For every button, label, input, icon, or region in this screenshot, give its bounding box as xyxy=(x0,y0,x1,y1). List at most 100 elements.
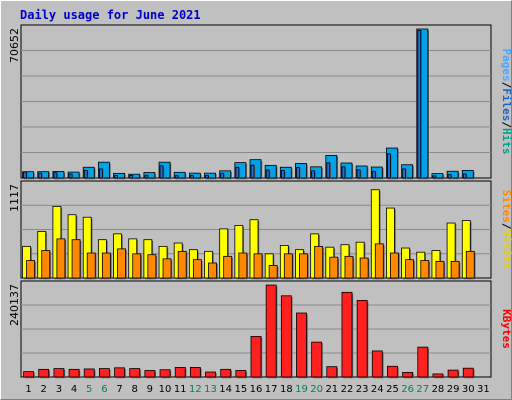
bar-fill xyxy=(264,164,277,179)
bar-fill xyxy=(462,367,474,378)
bar-fill xyxy=(114,175,118,179)
bar-fill xyxy=(56,238,66,279)
bar-fill xyxy=(265,169,270,179)
bar-fill xyxy=(387,153,391,179)
bar-fill xyxy=(188,172,201,179)
bar-fill xyxy=(132,253,142,279)
x-label-day-23: 23 xyxy=(356,384,369,395)
bar-fill xyxy=(279,166,292,179)
bar-fill xyxy=(283,253,293,279)
bar-fill xyxy=(101,252,111,279)
x-label-day-25: 25 xyxy=(386,384,399,395)
bar-fill xyxy=(41,250,51,279)
sites-bar-day-4 xyxy=(71,239,82,280)
bar-fill xyxy=(220,172,225,179)
kbytes-bar-day-7 xyxy=(114,367,126,379)
bar-fill xyxy=(23,371,34,378)
legend-hits: Hits xyxy=(500,128,512,155)
bar-fill xyxy=(205,175,209,179)
bar-fill xyxy=(311,341,323,378)
hits-bar-day-9 xyxy=(143,172,157,180)
bar-fill xyxy=(405,259,415,279)
bar-fill xyxy=(268,265,278,279)
x-label-day-15: 15 xyxy=(234,384,247,395)
pages-bar-day-7 xyxy=(114,175,119,180)
bar-fill xyxy=(341,291,353,378)
bar-fill xyxy=(22,171,34,179)
bar-fill xyxy=(344,255,354,279)
bar-fill xyxy=(311,170,316,179)
sites-bar-day-15 xyxy=(238,252,249,280)
bar-fill xyxy=(98,168,103,179)
pages-bar-day-3 xyxy=(53,172,59,180)
bar-fill xyxy=(340,162,353,179)
pages-bar-day-22 xyxy=(341,166,347,180)
legend-visits: Visits xyxy=(500,230,512,270)
bar-fill xyxy=(280,170,285,179)
bar-fill xyxy=(417,346,429,378)
hits-bar-day-17 xyxy=(264,164,278,180)
sites-bar-day-28 xyxy=(435,260,446,280)
pages-bar-day-1 xyxy=(23,171,28,180)
sites-bar-day-6 xyxy=(101,252,112,280)
pages-bar-day-13 xyxy=(205,175,210,180)
kbytes-bar-day-13 xyxy=(205,371,217,379)
x-label-day-2: 2 xyxy=(41,384,47,395)
sites-bar-day-18 xyxy=(283,253,294,280)
hits-bar-day-3 xyxy=(52,171,66,180)
pages-bar-day-27 xyxy=(417,29,422,180)
x-label-day-31: 31 xyxy=(477,384,490,395)
hits-bar-day-6 xyxy=(97,161,111,180)
bar-fill xyxy=(310,166,323,179)
pages-bar-day-4 xyxy=(68,173,74,180)
bar-fill xyxy=(402,168,407,179)
sites-bar-day-11 xyxy=(177,250,188,280)
legend-kbytes: KBytes xyxy=(500,309,512,349)
bar-fill xyxy=(143,172,156,179)
bar-fill xyxy=(82,166,95,179)
pages-bar-day-17 xyxy=(265,169,271,180)
legend-sites: Sites xyxy=(500,190,512,223)
bar-fill xyxy=(371,170,376,179)
x-label-day-6: 6 xyxy=(101,384,107,395)
pages-bar-day-21 xyxy=(326,162,332,180)
bar-fill xyxy=(356,299,368,378)
sites-bar-day-25 xyxy=(390,252,400,280)
kbytes-bar-day-4 xyxy=(68,368,81,379)
kbytes-bar-day-26 xyxy=(402,372,414,379)
kbytes-bar-day-9 xyxy=(144,370,157,379)
x-label-day-12: 12 xyxy=(189,384,202,395)
hits-bar-day-1 xyxy=(22,171,35,180)
bar-fill xyxy=(402,372,414,378)
pages-bar-day-2 xyxy=(38,172,43,180)
bar-fill xyxy=(462,173,467,179)
hits-bar-day-14 xyxy=(219,170,232,180)
panel-visits-legend: Sites/Visits xyxy=(500,190,512,270)
x-label-day-13: 13 xyxy=(204,384,217,395)
pages-bar-day-26 xyxy=(402,168,407,180)
x-label-day-4: 4 xyxy=(71,384,77,395)
pages-bar-day-9 xyxy=(144,174,150,180)
hits-bar-day-2 xyxy=(37,171,50,180)
bar-fill xyxy=(387,365,398,378)
pages-bar-day-12 xyxy=(189,175,195,180)
bar-fill xyxy=(208,262,217,279)
bar-fill xyxy=(38,172,43,179)
x-label-day-30: 30 xyxy=(462,384,475,395)
bar-fill xyxy=(250,164,255,179)
bar-fill xyxy=(192,259,202,279)
hits-bar-day-4 xyxy=(67,171,81,180)
x-label-day-26: 26 xyxy=(401,384,414,395)
bar-fill xyxy=(249,159,262,179)
bar-fill xyxy=(370,166,383,179)
bar-fill xyxy=(420,260,430,279)
bar-fill xyxy=(38,368,50,378)
kbytes-bar-day-8 xyxy=(129,368,141,379)
kbytes-bar-day-21 xyxy=(326,366,339,379)
bar-fill xyxy=(325,155,338,179)
hits-bar-day-29 xyxy=(446,170,460,180)
panel-hits-legend: Pages/Files/Hits xyxy=(500,49,512,155)
sites-bar-day-23 xyxy=(359,257,370,280)
pages-bar-day-28 xyxy=(432,175,438,180)
kbytes-bar-day-24 xyxy=(371,350,384,379)
